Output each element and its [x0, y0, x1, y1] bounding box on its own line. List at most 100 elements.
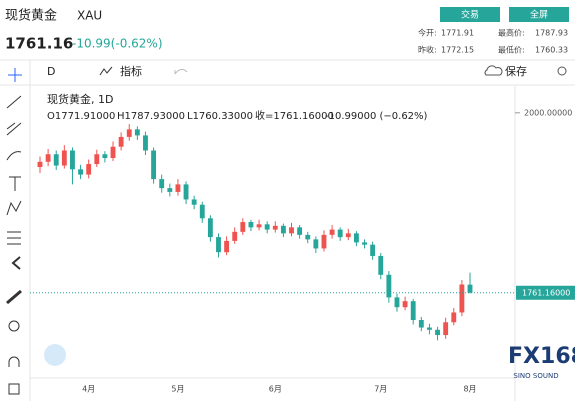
- x-tick-label: 4月: [82, 385, 95, 394]
- candle-body: [86, 164, 92, 175]
- candle-body: [305, 234, 311, 240]
- candle-body: [297, 227, 303, 235]
- ohlc-legend: -10.99000 (−0.62%): [325, 111, 428, 122]
- candle-body: [345, 233, 351, 238]
- candle-body: [102, 154, 108, 159]
- candle-body: [224, 240, 230, 253]
- candle-body: [443, 322, 449, 336]
- interval[interactable]: D: [47, 65, 55, 78]
- candle-body: [191, 199, 197, 205]
- candle-body: [386, 274, 392, 298]
- candle-body: [418, 320, 424, 328]
- candle-body: [45, 154, 51, 162]
- x-tick-label: 8月: [463, 385, 476, 394]
- candle-body: [459, 284, 465, 313]
- candle-body: [167, 188, 173, 192]
- candle-body: [143, 135, 148, 151]
- cloud-icon: [484, 65, 503, 76]
- candle-body: [134, 129, 140, 136]
- candle-body: [435, 329, 440, 336]
- fullscreen-label[interactable]: 全屏: [530, 9, 548, 21]
- candle-body: [427, 327, 432, 330]
- price-label-bg: [516, 285, 575, 300]
- ohlc-legend: L1760.33000: [187, 111, 253, 122]
- candle-body: [329, 229, 335, 235]
- line-tool[interactable]: [6, 95, 22, 109]
- candle-body: [467, 284, 473, 293]
- candle-body: [183, 184, 189, 200]
- measure-tool[interactable]: [7, 231, 21, 245]
- stat-value: 1772.15: [441, 46, 474, 55]
- candle-body: [216, 237, 221, 253]
- candle-body: [199, 204, 205, 219]
- y-tick-label: 2000.00000: [524, 108, 572, 117]
- zoom-tool[interactable]: [8, 320, 20, 332]
- candle-body: [175, 184, 181, 192]
- x-tick-label: 6月: [269, 385, 282, 394]
- candle-body: [61, 150, 67, 166]
- lock-tool[interactable]: [8, 383, 20, 395]
- candle-body: [110, 146, 116, 159]
- candle-body: [264, 224, 270, 230]
- candle-body: [353, 233, 359, 243]
- stat-value: 1771.91: [441, 29, 474, 38]
- candle-body: [126, 129, 132, 137]
- candle-body: [37, 161, 43, 168]
- stat-label: 昨收:: [418, 45, 437, 55]
- trade-button[interactable]: [440, 7, 500, 22]
- candle-body: [151, 150, 157, 180]
- ohlc-legend: 收=1761.16000: [255, 109, 334, 122]
- candle-body: [70, 150, 75, 170]
- magnet-tool[interactable]: [8, 356, 20, 367]
- indicator-icon: [99, 66, 113, 76]
- x-tick-label: 5月: [171, 385, 184, 394]
- stat-label: 最高价:: [498, 28, 525, 38]
- candle-body: [313, 239, 319, 249]
- symbol-name: 现货黄金: [5, 8, 57, 24]
- candle-body: [232, 231, 238, 241]
- ohlc-legend: O1771.91000: [47, 111, 115, 122]
- candle-body: [118, 136, 124, 147]
- undo-icon[interactable]: [174, 68, 188, 75]
- chart-title: 现货黄金, 1D: [47, 92, 113, 106]
- candle-body: [94, 154, 100, 165]
- settings-icon[interactable]: [557, 66, 567, 76]
- trade-label[interactable]: 交易: [461, 9, 479, 21]
- stat-value: 1760.33: [535, 46, 568, 55]
- candle-body: [240, 222, 246, 232]
- candle-body: [78, 169, 83, 175]
- candle-body: [53, 154, 59, 166]
- symbol-code: XAU: [77, 9, 102, 23]
- pattern-tool[interactable]: [6, 200, 22, 216]
- candle-body: [248, 222, 254, 228]
- candle-body: [256, 224, 262, 228]
- candle-body: [280, 225, 286, 234]
- stat-value: 1787.93: [535, 29, 568, 38]
- candle-body: [337, 229, 343, 238]
- cloud-badge: [44, 344, 66, 366]
- save[interactable]: 保存: [505, 64, 527, 78]
- watermark-logo: FX168: [508, 344, 575, 369]
- candle-body: [378, 255, 384, 275]
- indicators[interactable]: 指标: [120, 64, 142, 78]
- crosshair-tool[interactable]: [8, 68, 22, 82]
- drawing-tools: [6, 68, 22, 395]
- fib-tool[interactable]: [6, 122, 22, 136]
- price-change: -10.99(-0.62%): [72, 37, 163, 51]
- price-label: 1761.16000: [522, 288, 570, 297]
- candle-body: [370, 244, 376, 256]
- brush-tool[interactable]: [6, 151, 22, 161]
- back-tool[interactable]: [11, 256, 21, 270]
- candle-body: [321, 234, 327, 249]
- fullscreen-button[interactable]: [509, 7, 569, 22]
- candle-body: [362, 242, 367, 245]
- candle-body: [289, 227, 294, 234]
- candle-body: [159, 179, 165, 189]
- text-tool[interactable]: [9, 176, 21, 191]
- candle-body: [402, 301, 408, 308]
- price: 1761.16: [5, 35, 73, 53]
- ruler-tool[interactable]: [6, 289, 22, 305]
- candle-body: [394, 297, 400, 308]
